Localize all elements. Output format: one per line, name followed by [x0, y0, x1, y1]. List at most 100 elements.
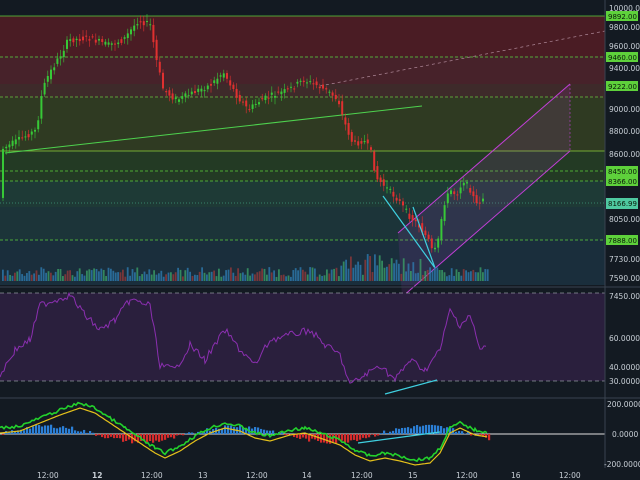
rsi-divergence-line[interactable] [384, 379, 438, 395]
macd-histogram-bar [308, 434, 311, 442]
volume-bar [47, 271, 50, 281]
volume-bar [275, 276, 278, 281]
macd-histogram-bar [353, 434, 356, 440]
volume-bar [6, 270, 9, 281]
volume-bar [395, 259, 398, 281]
candle-body [11, 140, 14, 146]
price-axis[interactable]: 10000.00 9800.00 9600.00 9400.00 9000.00… [604, 0, 640, 469]
rsi-band [0, 293, 605, 381]
candle-body [130, 29, 132, 35]
macd-histogram-bar [101, 434, 104, 438]
volume-bar [218, 268, 220, 281]
wedge-line-upper[interactable] [382, 195, 436, 269]
candle-body [203, 90, 206, 92]
volume-bar [266, 274, 268, 281]
volume-bar [434, 267, 436, 281]
volume-bar [16, 271, 19, 281]
volume-bar [112, 270, 115, 281]
candle-body [270, 92, 273, 95]
candle-body [472, 191, 475, 197]
macd-histogram-bar [203, 431, 206, 434]
candle-body [402, 201, 404, 206]
macd-histogram-bar [65, 427, 68, 434]
macd-histogram-bar [488, 434, 491, 441]
macd-histogram-bar [296, 434, 299, 438]
volume-bar [225, 270, 227, 281]
candle-body [53, 67, 56, 71]
candle-body [184, 93, 187, 97]
volume-bar [311, 267, 314, 281]
candle-body [213, 80, 216, 84]
macd-histogram-bar [371, 434, 374, 435]
candle-body [427, 234, 430, 240]
price-tag-label: 8166.99 [608, 200, 637, 208]
candle-body [312, 83, 315, 85]
rsi-pane[interactable] [0, 291, 605, 395]
macd-histogram-bar [173, 434, 176, 439]
time-label: 12:00 [246, 471, 268, 480]
volume-bar [234, 275, 237, 281]
volume-bar [62, 276, 64, 281]
channel-upper-line[interactable] [397, 83, 571, 234]
macd-histogram-bar [233, 427, 236, 434]
candle-body [459, 187, 462, 194]
volume-bar [398, 263, 400, 281]
wedge-line-lower[interactable] [412, 206, 436, 269]
macd-histogram-bar [131, 434, 134, 444]
volume-bar [405, 271, 407, 281]
price-tag-label: 9222.00 [608, 83, 637, 91]
volume-bar [256, 272, 259, 281]
candle-body [354, 140, 356, 142]
volume-bar [30, 274, 33, 281]
macd-histogram-bar [269, 430, 272, 434]
volume-bar [318, 274, 321, 281]
volume-bar [249, 275, 251, 281]
candle-body [120, 39, 123, 43]
macd-pane[interactable] [0, 401, 605, 466]
volume-bar [93, 268, 95, 281]
volume-bar [453, 275, 455, 281]
macd-histogram-bar [143, 434, 146, 442]
macd-line[interactable] [0, 401, 488, 463]
candle-body [88, 39, 91, 41]
macd-histogram-bar [284, 434, 287, 436]
macd-histogram-bar [14, 431, 17, 434]
candle-body [8, 144, 11, 148]
volume-bar [285, 276, 287, 281]
projection-dashed-line[interactable] [319, 30, 606, 87]
price-tag-8366 [606, 176, 638, 186]
volume-bar [400, 273, 403, 281]
price-tick: 10000.00 [609, 4, 640, 13]
rsi-line[interactable] [0, 291, 487, 384]
time-label: 12:00 [37, 471, 59, 480]
macd-histogram-bar [470, 434, 473, 436]
macd-histogram-bar [155, 434, 158, 441]
macd-histogram-bar [50, 424, 53, 434]
macd-histogram-bar [392, 430, 395, 434]
time-axis[interactable]: 12:00 12 12:00 13 12:00 14 12:00 15 12:0… [37, 471, 581, 480]
macd-histogram-bar [128, 434, 131, 440]
macd-divergence-line[interactable] [357, 431, 441, 444]
macd-signal-line[interactable] [0, 407, 488, 466]
macd-histogram-bar [146, 434, 149, 443]
candle-body [155, 39, 158, 61]
candlesticks[interactable] [2, 14, 484, 253]
volume-bar [210, 271, 213, 281]
candle-body [309, 81, 312, 83]
candle-body [382, 179, 385, 186]
volume-bar [105, 276, 107, 281]
macd-histogram-bar [254, 427, 257, 434]
volume-bar [179, 269, 182, 281]
volume-bar [23, 275, 26, 281]
volume-bar [98, 271, 100, 281]
green-trendline[interactable] [4, 105, 423, 154]
macd-histogram-bar [260, 428, 263, 434]
volume-bar [126, 267, 129, 281]
price-tag-label: 8366.00 [608, 178, 637, 186]
macd-histogram-bar [416, 425, 419, 434]
volume-bar [321, 275, 323, 281]
candle-body [34, 129, 36, 132]
macd-histogram-bar [398, 428, 401, 434]
price-pane[interactable] [0, 14, 606, 298]
